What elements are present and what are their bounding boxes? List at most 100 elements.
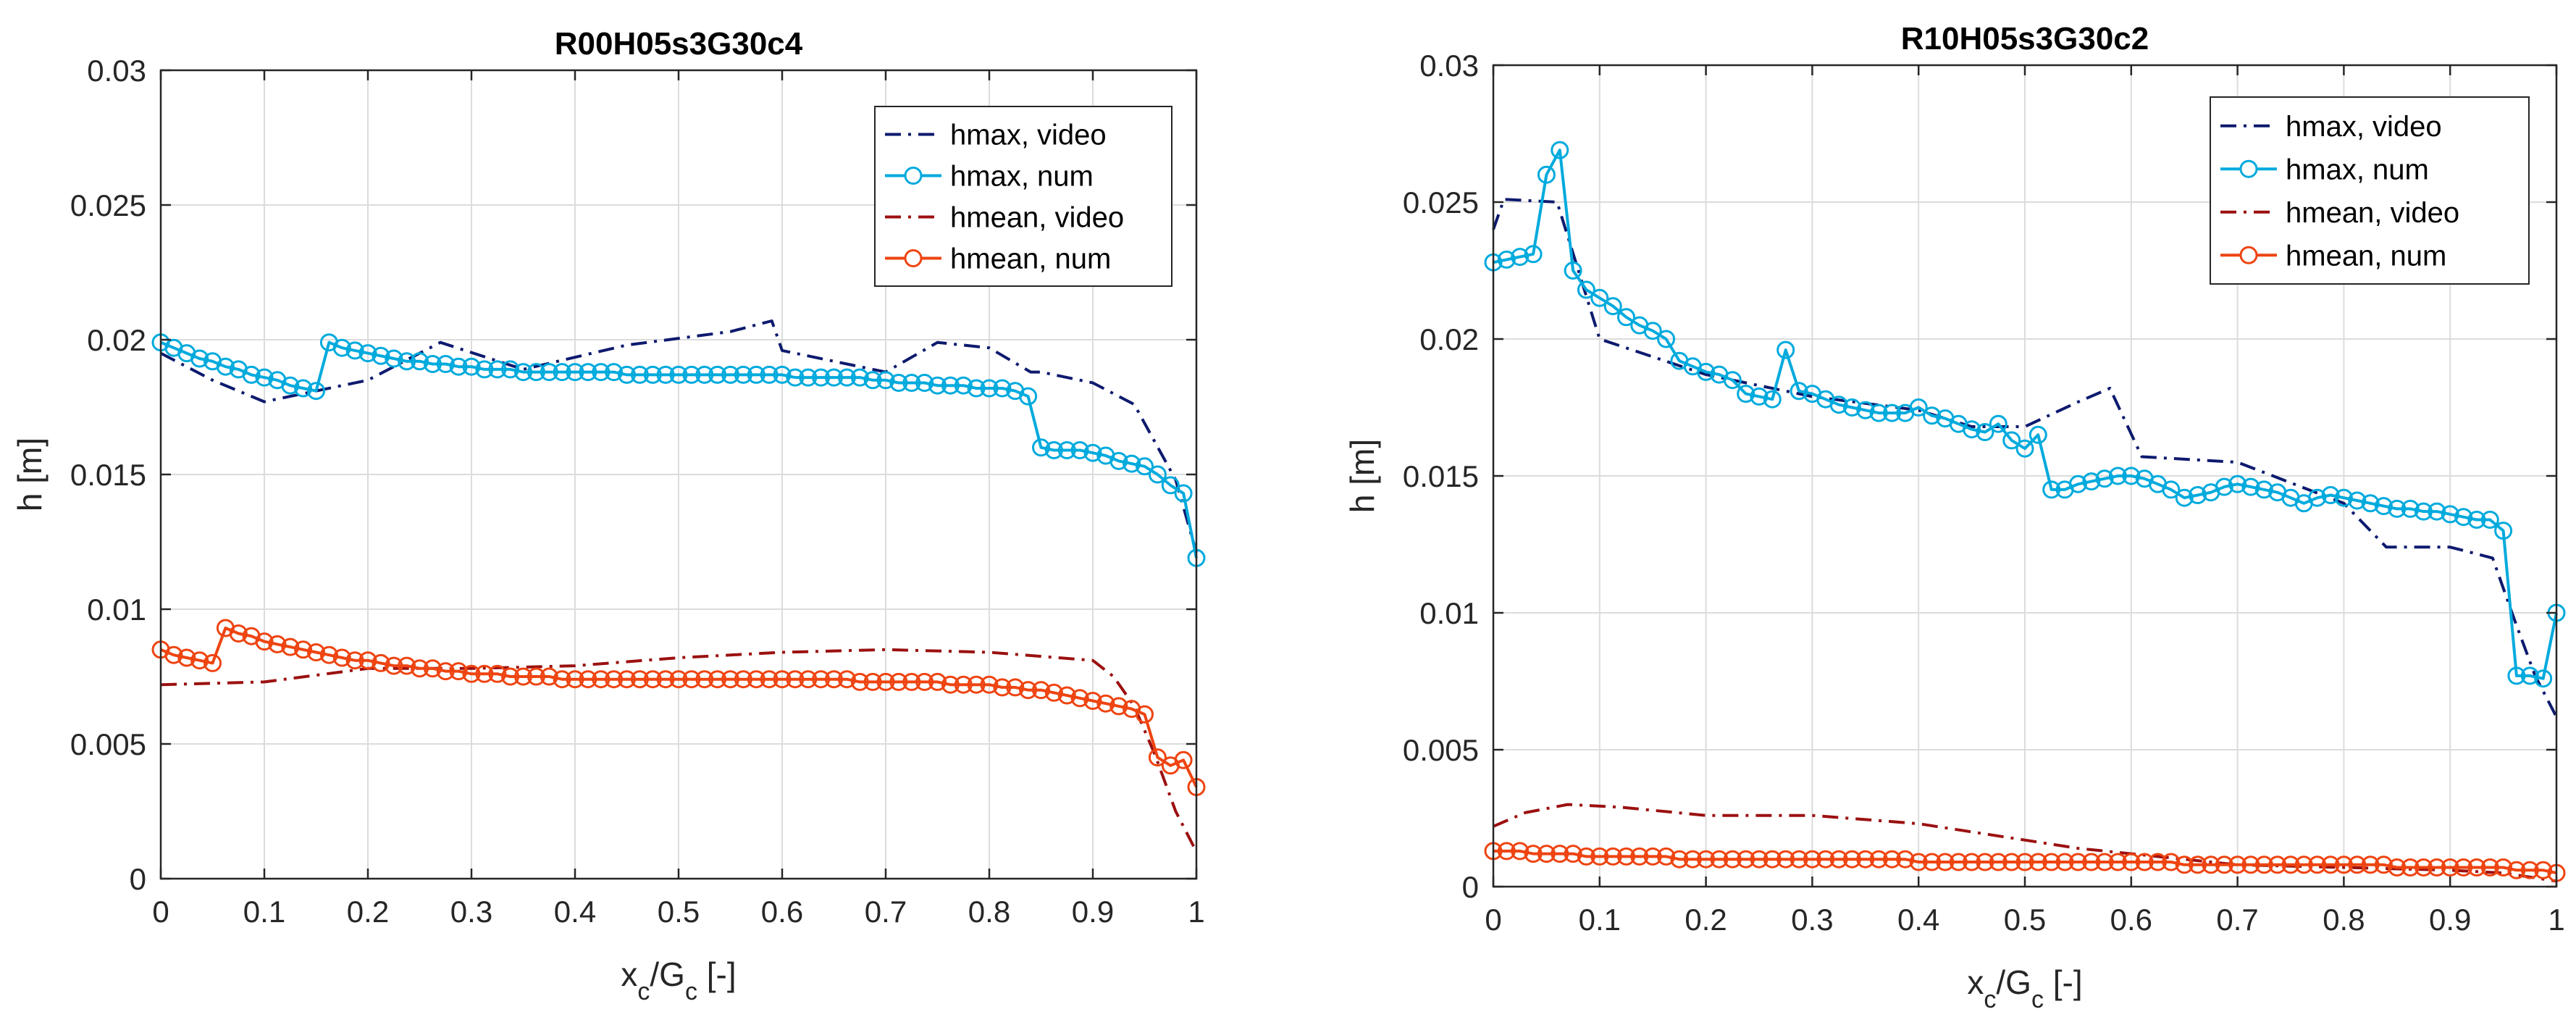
data-point	[526, 363, 545, 382]
data-point	[2254, 480, 2273, 499]
x-axis-label-subscript: c	[637, 978, 650, 1005]
data-point	[993, 379, 1012, 398]
data-point	[863, 371, 882, 390]
data-point	[941, 675, 960, 694]
x-tick-label: 0.3	[450, 895, 492, 929]
data-point	[2175, 855, 2194, 874]
legend-label: hmean, video	[2286, 197, 2459, 229]
data-point	[2068, 853, 2087, 871]
data-point	[1577, 280, 1595, 299]
x-tick-label: 0.9	[2429, 903, 2471, 937]
data-point	[2467, 511, 2486, 529]
data-point	[2374, 497, 2393, 516]
data-point	[2095, 853, 2114, 871]
series-hmean-num	[1484, 842, 2566, 882]
data-point	[2055, 853, 2074, 871]
data-point	[1497, 250, 1516, 269]
data-point	[2494, 522, 2513, 540]
data-point	[2321, 486, 2340, 504]
y-tick-label: 0.025	[1403, 185, 1479, 219]
data-point	[656, 365, 675, 384]
data-point	[255, 368, 274, 387]
x-tick-label: 0.7	[865, 895, 907, 929]
y-tick-label: 0	[1462, 870, 1479, 904]
data-point	[423, 659, 442, 678]
data-point	[281, 376, 300, 395]
x-axis-label: xc/Gc [-]	[1967, 963, 2082, 1013]
data-point	[954, 376, 973, 395]
data-point	[1750, 850, 1769, 869]
data-point	[967, 675, 986, 694]
data-point	[1019, 681, 1038, 700]
data-point	[1923, 853, 1942, 871]
x-axis-label-text: x	[621, 955, 637, 993]
data-point	[1763, 850, 1782, 869]
data-point	[825, 670, 843, 689]
data-point	[1524, 845, 1543, 863]
x-tick-label: 0.6	[2110, 903, 2152, 937]
data-point	[332, 648, 351, 667]
data-point	[2254, 855, 2273, 874]
data-point	[398, 656, 416, 675]
data-point	[2388, 858, 2407, 877]
data-point	[358, 651, 377, 670]
data-point	[1816, 850, 1835, 869]
data-point	[980, 379, 999, 398]
data-point	[1603, 847, 1622, 866]
chart-1: 0 0.1 0.2 0.3 0.4 0.5 0.6 0.7 0.8 0.9 1 0 0.005 0.01 0…	[11, 26, 1206, 1005]
data-point	[307, 643, 325, 661]
x-tick-label: 0.4	[554, 895, 596, 929]
data-point	[1869, 850, 1888, 869]
data-point	[2002, 853, 2021, 871]
data-point	[2122, 467, 2141, 485]
data-point	[526, 667, 545, 686]
data-point	[2015, 439, 2034, 458]
data-point	[1909, 853, 1928, 871]
data-point	[2241, 477, 2260, 496]
y-tick-label: 0.01	[1419, 596, 1479, 630]
data-point	[993, 678, 1012, 697]
data-point	[462, 357, 481, 376]
data-point	[643, 670, 662, 689]
data-point	[2520, 666, 2539, 685]
data-point	[2082, 472, 2101, 491]
data-point	[436, 662, 455, 681]
chart-2: 0 0.1 0.2 0.3 0.4 0.5 0.6 0.7 0.8 0.9 1 0 0.005 0.01 0…	[1343, 21, 2566, 1013]
data-point	[1161, 476, 1180, 495]
data-point	[2029, 853, 2047, 871]
legend-marker	[2239, 159, 2258, 178]
data-point	[488, 664, 507, 683]
data-point	[812, 670, 831, 689]
data-point	[799, 670, 818, 689]
y-tick-label: 0.02	[1419, 322, 1479, 356]
data-point	[398, 352, 416, 371]
data-point	[592, 363, 611, 382]
x-tick-label: 0.7	[2216, 903, 2258, 937]
series-hmax-num	[1484, 141, 2566, 688]
data-point	[2454, 508, 2473, 527]
data-point	[876, 371, 895, 390]
legend: hmax, video hmax, num hmean, video hmean, n…	[2210, 96, 2530, 285]
data-point	[1551, 141, 1569, 159]
data-point	[488, 360, 507, 379]
data-point	[1524, 245, 1543, 264]
data-point	[2388, 499, 2407, 518]
data-point	[682, 670, 701, 689]
x-axis-label-text: /G	[1996, 963, 2031, 1001]
data-point	[294, 640, 313, 659]
data-point	[2015, 853, 2034, 871]
x-tick-label: 1	[2548, 903, 2564, 937]
y-tick-label: 0.025	[70, 188, 146, 222]
data-point	[2507, 861, 2526, 879]
data-point	[915, 672, 934, 691]
data-point	[1148, 748, 1167, 767]
data-point	[747, 365, 765, 384]
data-point	[345, 341, 364, 360]
data-point	[1174, 750, 1193, 769]
data-point	[501, 667, 520, 686]
data-point	[721, 670, 739, 689]
data-point	[540, 667, 558, 686]
x-tick-label: 0.8	[2323, 903, 2365, 937]
data-point	[799, 368, 818, 387]
